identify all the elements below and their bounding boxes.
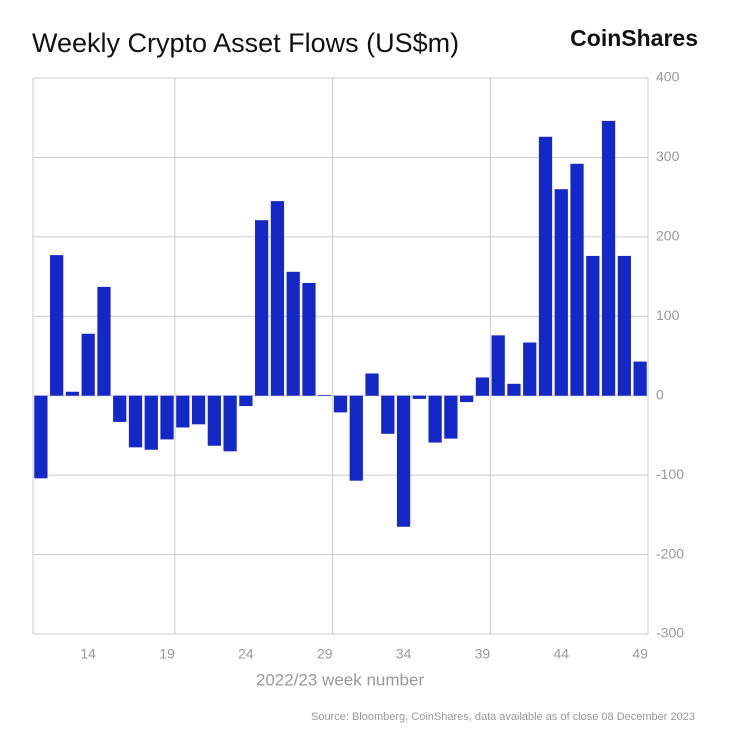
y-tick-label: -100	[656, 466, 684, 482]
bar	[223, 395, 237, 452]
bar	[144, 395, 158, 450]
bar	[34, 395, 48, 479]
brand-logo: CoinShares	[570, 25, 698, 51]
bar	[554, 189, 568, 396]
bar	[270, 201, 285, 396]
bar	[176, 395, 190, 428]
y-tick-label: 400	[656, 69, 680, 85]
bar	[523, 342, 537, 396]
bar	[97, 286, 111, 396]
y-tick-label: 100	[656, 307, 680, 323]
y-tick-label: 300	[656, 148, 680, 164]
bar	[570, 163, 584, 396]
x-tick-label: 14	[80, 646, 96, 662]
x-tick-label: 19	[159, 646, 175, 662]
bar	[65, 391, 80, 396]
x-tick-label: 49	[632, 646, 648, 662]
y-tick-label: -200	[656, 545, 684, 561]
bar	[207, 395, 221, 446]
x-axis-label: 2022/23 week number	[256, 670, 425, 689]
bar	[349, 395, 363, 481]
bar	[50, 255, 64, 396]
bar	[475, 377, 490, 396]
x-tick-label: 39	[475, 646, 491, 662]
bar	[586, 255, 600, 396]
bar	[396, 395, 411, 527]
bar	[160, 395, 174, 440]
bar	[444, 395, 458, 439]
x-tick-label: 29	[317, 646, 333, 662]
source-note: Source: Bloomberg, CoinShares, data avai…	[311, 711, 695, 723]
bar	[191, 395, 206, 425]
x-tick-label: 44	[553, 646, 569, 662]
bar	[507, 383, 521, 396]
bar	[617, 255, 631, 396]
bar	[318, 394, 332, 396]
bar	[81, 333, 95, 396]
chart-title: Weekly Crypto Asset Flows (US$m)	[32, 28, 459, 58]
bar	[633, 361, 647, 396]
bar	[333, 395, 348, 413]
y-tick-label: 0	[656, 386, 664, 402]
bar	[460, 395, 474, 403]
bar	[302, 282, 316, 396]
bar	[239, 395, 253, 407]
bar	[128, 395, 143, 448]
bar	[412, 395, 426, 399]
bar	[381, 395, 395, 434]
y-tick-label: 200	[656, 228, 680, 244]
bar	[255, 220, 269, 396]
bar	[365, 373, 379, 396]
bar	[286, 271, 300, 396]
bar	[428, 395, 442, 443]
x-tick-label: 24	[238, 646, 254, 662]
y-tick-label: -300	[656, 625, 684, 641]
bar	[601, 120, 616, 396]
bar	[113, 395, 127, 422]
bar	[538, 136, 553, 396]
bar	[491, 335, 505, 396]
x-tick-label: 34	[396, 646, 412, 662]
